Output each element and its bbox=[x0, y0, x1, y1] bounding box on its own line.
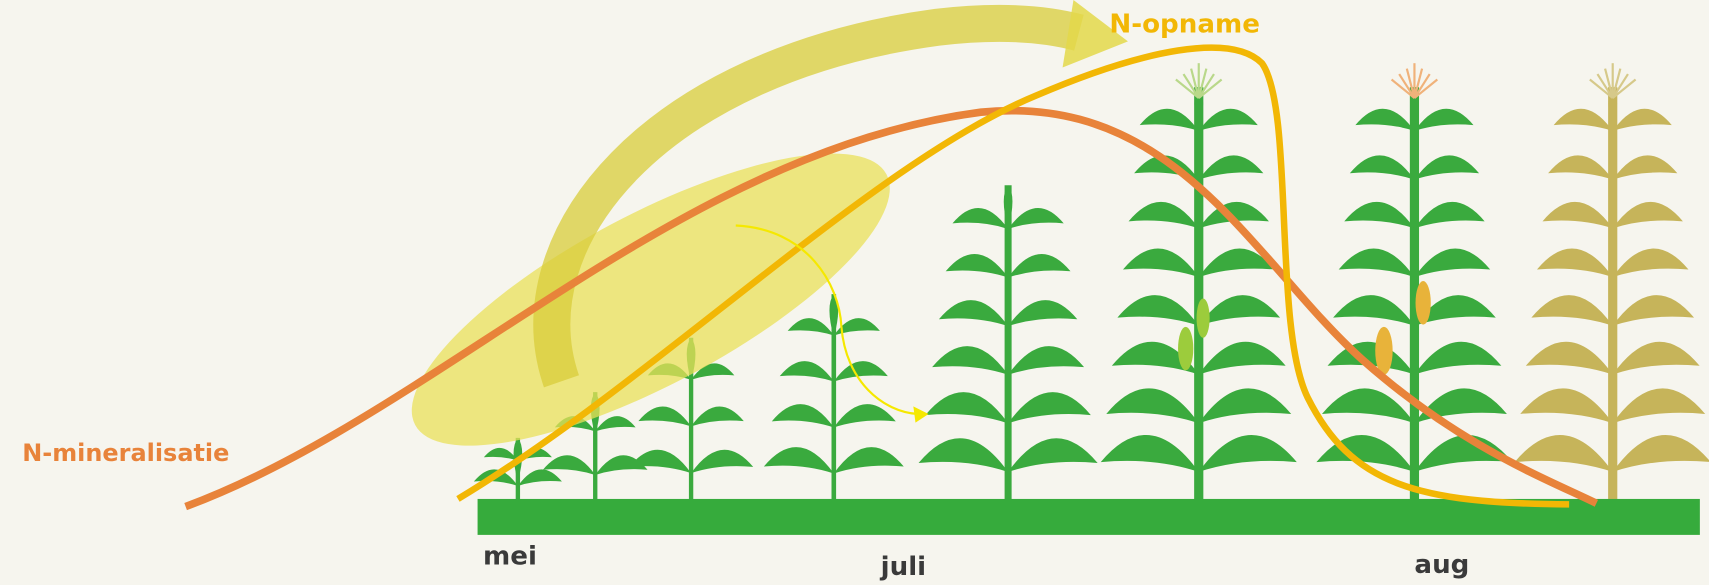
uptake-label: N-opname bbox=[1109, 10, 1260, 40]
corn-cob bbox=[1178, 327, 1193, 371]
corn-cob bbox=[1197, 298, 1210, 337]
page: N-opname N-mineralisatie mei juli aug ((… bbox=[0, 0, 1709, 585]
month-label: mei bbox=[483, 541, 537, 571]
mineralization-label: N-mineralisatie bbox=[22, 439, 229, 467]
diagram: N-opname N-mineralisatie mei juli aug bbox=[0, 0, 1709, 585]
month-label: aug bbox=[1414, 550, 1469, 580]
month-label: juli bbox=[880, 552, 926, 582]
corn-cob bbox=[1416, 281, 1431, 325]
corn-cob bbox=[1375, 327, 1392, 375]
